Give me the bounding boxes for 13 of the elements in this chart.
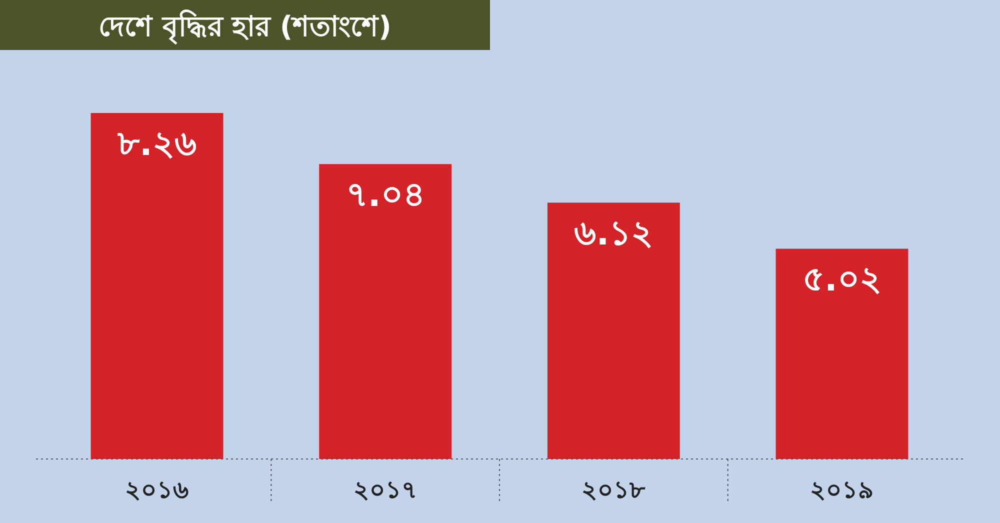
x-tick-label: ২০১৮ [582, 476, 646, 504]
data-label: ৬.১২ [574, 214, 654, 254]
x-tick-label: ২০১৬ [125, 476, 190, 504]
x-tick-label: ২০১৭ [353, 476, 418, 504]
data-label: ৮.২৬ [116, 124, 196, 164]
data-label: ৭.০৪ [346, 175, 425, 216]
chart-title: দেশে বৃদ্ধির হার (শতাংশে) [98, 9, 392, 45]
data-label: ৫.০২ [802, 260, 882, 300]
bar [90, 113, 224, 459]
bar [319, 164, 452, 459]
x-tick-label: ২০১৯ [810, 476, 874, 504]
bar [547, 202, 680, 459]
bar [776, 248, 908, 459]
